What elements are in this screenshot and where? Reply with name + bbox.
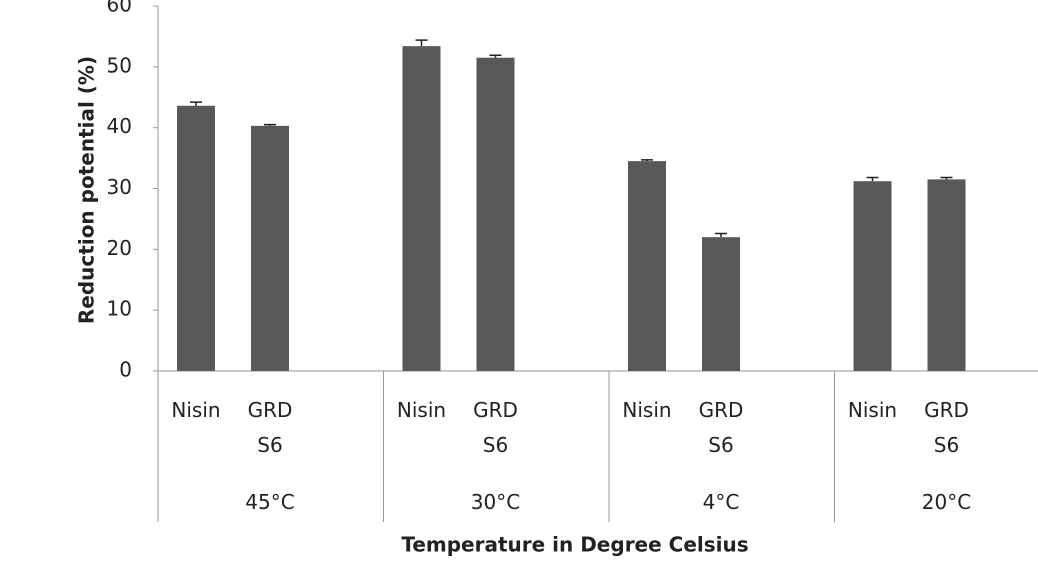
error-bar	[489, 54, 502, 58]
x-tick-label: GRD S6	[247, 398, 293, 457]
y-tick-label: 30	[107, 175, 132, 199]
error-bar	[715, 232, 727, 238]
bar	[702, 237, 740, 371]
bar	[251, 125, 289, 371]
x-tick-label: Nisin	[847, 398, 898, 422]
x-tick-label: GRD S6	[473, 398, 518, 457]
y-axis-title: Reduction potential (%)	[75, 56, 99, 324]
bar	[927, 179, 966, 371]
y-tick-label: 40	[107, 114, 132, 138]
y-tick-label: 0	[119, 358, 132, 382]
error-bar	[866, 176, 879, 182]
error-bar	[415, 39, 428, 47]
error-bar	[264, 123, 276, 126]
error-bar	[940, 176, 953, 180]
x-axis-title: Temperature in Degree Celsius	[401, 533, 748, 557]
group-label: 4°C	[702, 490, 740, 514]
x-tick-label: Nisin	[622, 398, 672, 422]
x-tick-label: GRD S6	[698, 398, 744, 457]
group-label: 20°C	[921, 490, 972, 514]
bar	[628, 161, 666, 371]
y-tick-label: 10	[107, 297, 132, 321]
bar	[853, 181, 892, 371]
x-tick-label: Nisin	[171, 398, 221, 422]
bar	[476, 57, 515, 371]
x-tick-label: Nisin	[396, 398, 447, 422]
error-bar	[641, 159, 653, 162]
error-bar	[190, 101, 202, 106]
y-tick-label: 60	[107, 0, 132, 17]
x-tick-label: GRD S6	[924, 398, 969, 457]
y-tick-label: 20	[107, 236, 132, 260]
y-tick-label: 50	[107, 53, 132, 77]
group-label: 30°C	[470, 490, 521, 514]
group-label: 45°C	[245, 490, 295, 514]
bar	[402, 46, 441, 372]
bar	[177, 105, 215, 372]
